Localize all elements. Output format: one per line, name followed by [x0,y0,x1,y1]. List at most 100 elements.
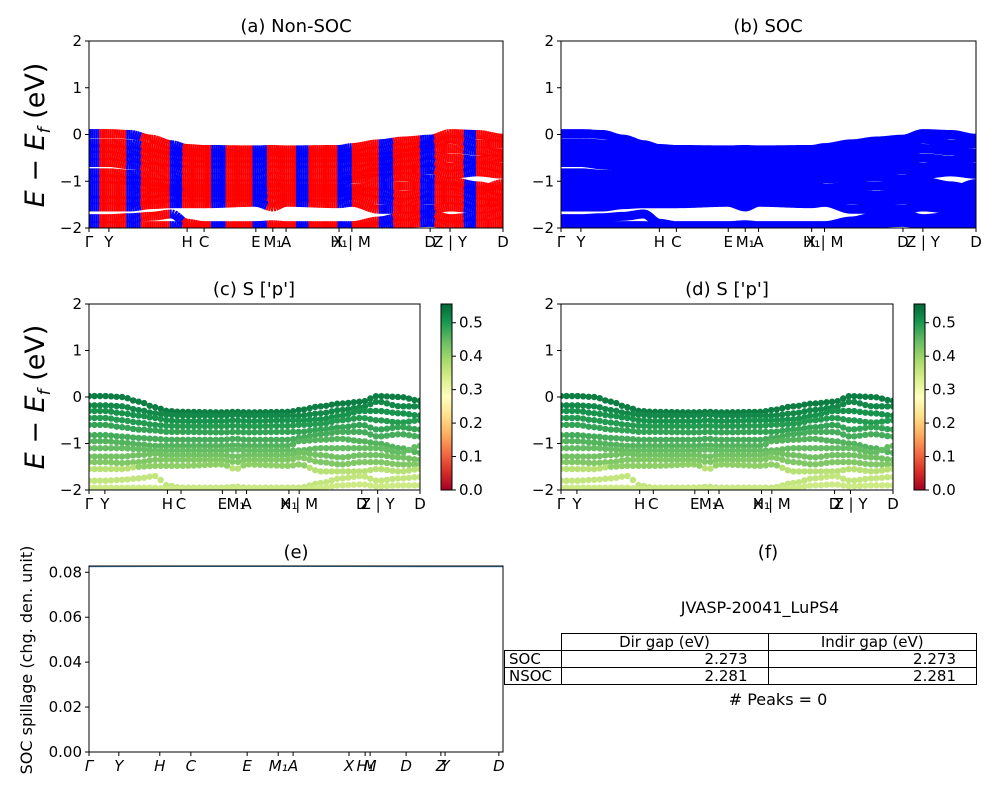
band-point [218,451,225,459]
band-point [152,442,159,450]
band-point [378,392,385,400]
band-segment [390,213,395,223]
band-point [185,417,192,425]
band-point [102,465,109,473]
band-segment [366,202,373,212]
band-point [400,394,407,401]
band-point [889,403,893,410]
band-point [635,442,642,450]
band-point [383,400,391,407]
band-point [607,412,614,419]
band-point [862,467,869,474]
band-point [323,452,330,459]
band-point [278,436,286,443]
band-segment [159,137,166,147]
band-point [229,428,236,436]
band-segment [441,135,447,146]
band-point [696,429,703,436]
band-point [607,426,614,433]
band-point [801,460,808,467]
band-point [201,461,209,469]
band-point [740,422,747,430]
panel-d-title: (d) S ['p'] [685,279,769,300]
band-point [394,468,402,475]
band-segment [439,160,445,171]
band-point [784,416,792,423]
band-point [745,422,753,430]
band-point [729,461,736,468]
band-segment [439,212,445,222]
band-point [201,423,209,430]
band-point [740,428,747,436]
band-point [734,447,742,454]
band-point [563,484,570,490]
band-point [190,428,198,436]
band-point [207,461,214,468]
band-point [372,451,380,459]
band-point [113,453,120,460]
band-point [152,462,159,470]
band-point [685,447,692,454]
band-point [317,420,324,428]
band-segment [273,201,280,211]
band-segment [443,135,449,145]
band-point [251,412,258,419]
band-point [289,417,297,424]
x-tick-label: H [634,495,645,513]
band-point [295,421,302,429]
band-point [152,410,159,417]
band-segment [276,194,281,204]
band-point [701,422,709,430]
table-corner [504,633,562,651]
band-point [306,456,313,463]
band-point [806,482,814,489]
band-point [712,417,720,425]
band-point [773,428,780,435]
band-segment [157,136,164,147]
band-point [668,485,675,490]
band-segment [346,175,352,185]
band-point [806,444,814,452]
band-point [563,458,570,466]
band-point [411,411,418,419]
band-point [768,412,775,419]
band-point [679,447,686,454]
band-point [701,428,709,436]
band-point [168,411,175,419]
band-point [690,456,697,463]
band-point [696,436,703,443]
band-point [262,461,269,469]
band-point [89,444,93,452]
band-point [801,436,808,443]
band-segment [371,203,376,214]
band-point [845,440,852,447]
band-point [602,397,609,404]
band-point [278,462,286,469]
band-point [867,444,875,452]
band-point [223,417,231,425]
band-point [651,451,659,459]
band-point [146,473,153,480]
band-point [602,405,609,413]
band-point [289,486,297,490]
band-point [757,462,764,470]
y-tick-label: −1 [60,172,82,190]
band-point [795,415,803,422]
band-point [389,467,396,474]
band-point [856,476,863,484]
band-point [245,423,253,430]
band-point [779,437,786,444]
band-point [240,485,247,490]
band-point [685,412,692,419]
band-point [300,416,308,424]
band-point [845,407,852,415]
band-point [602,464,609,471]
band-point [129,425,137,433]
band-point [806,468,814,475]
band-point [306,432,313,440]
band-point [146,427,153,434]
band-point [723,417,731,425]
band-point [574,392,581,400]
band-point [834,397,841,405]
band-point [762,412,769,419]
